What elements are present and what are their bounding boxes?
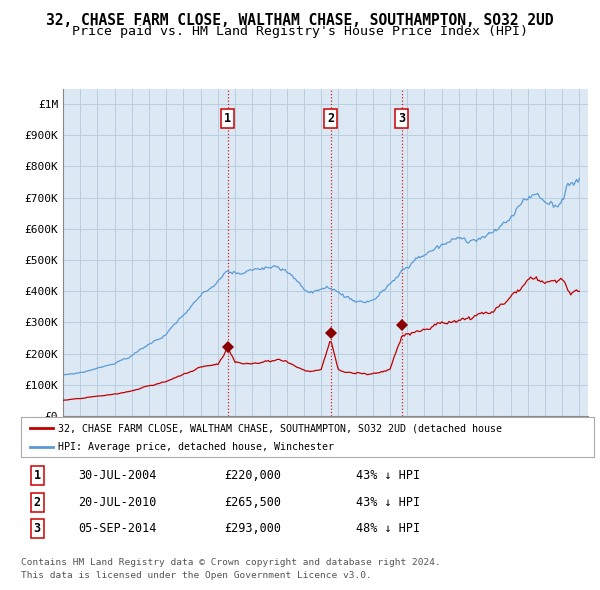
Text: £265,500: £265,500 (224, 496, 281, 509)
Text: 43% ↓ HPI: 43% ↓ HPI (356, 496, 421, 509)
Text: 32, CHASE FARM CLOSE, WALTHAM CHASE, SOUTHAMPTON, SO32 2UD (detached house: 32, CHASE FARM CLOSE, WALTHAM CHASE, SOU… (58, 424, 502, 434)
Text: £293,000: £293,000 (224, 522, 281, 535)
Text: 3: 3 (398, 112, 406, 124)
Text: 48% ↓ HPI: 48% ↓ HPI (356, 522, 421, 535)
Text: 30-JUL-2004: 30-JUL-2004 (79, 470, 157, 483)
Text: HPI: Average price, detached house, Winchester: HPI: Average price, detached house, Winc… (58, 442, 334, 452)
Text: This data is licensed under the Open Government Licence v3.0.: This data is licensed under the Open Gov… (21, 571, 372, 579)
Text: 05-SEP-2014: 05-SEP-2014 (79, 522, 157, 535)
Text: 32, CHASE FARM CLOSE, WALTHAM CHASE, SOUTHAMPTON, SO32 2UD: 32, CHASE FARM CLOSE, WALTHAM CHASE, SOU… (46, 13, 554, 28)
Text: 2: 2 (327, 112, 334, 124)
Text: 2: 2 (34, 496, 41, 509)
Text: £220,000: £220,000 (224, 470, 281, 483)
Text: Contains HM Land Registry data © Crown copyright and database right 2024.: Contains HM Land Registry data © Crown c… (21, 558, 441, 566)
Text: 1: 1 (224, 112, 232, 124)
Text: 1: 1 (34, 470, 41, 483)
Text: 43% ↓ HPI: 43% ↓ HPI (356, 470, 421, 483)
Text: 20-JUL-2010: 20-JUL-2010 (79, 496, 157, 509)
Text: Price paid vs. HM Land Registry's House Price Index (HPI): Price paid vs. HM Land Registry's House … (72, 25, 528, 38)
Text: 3: 3 (34, 522, 41, 535)
